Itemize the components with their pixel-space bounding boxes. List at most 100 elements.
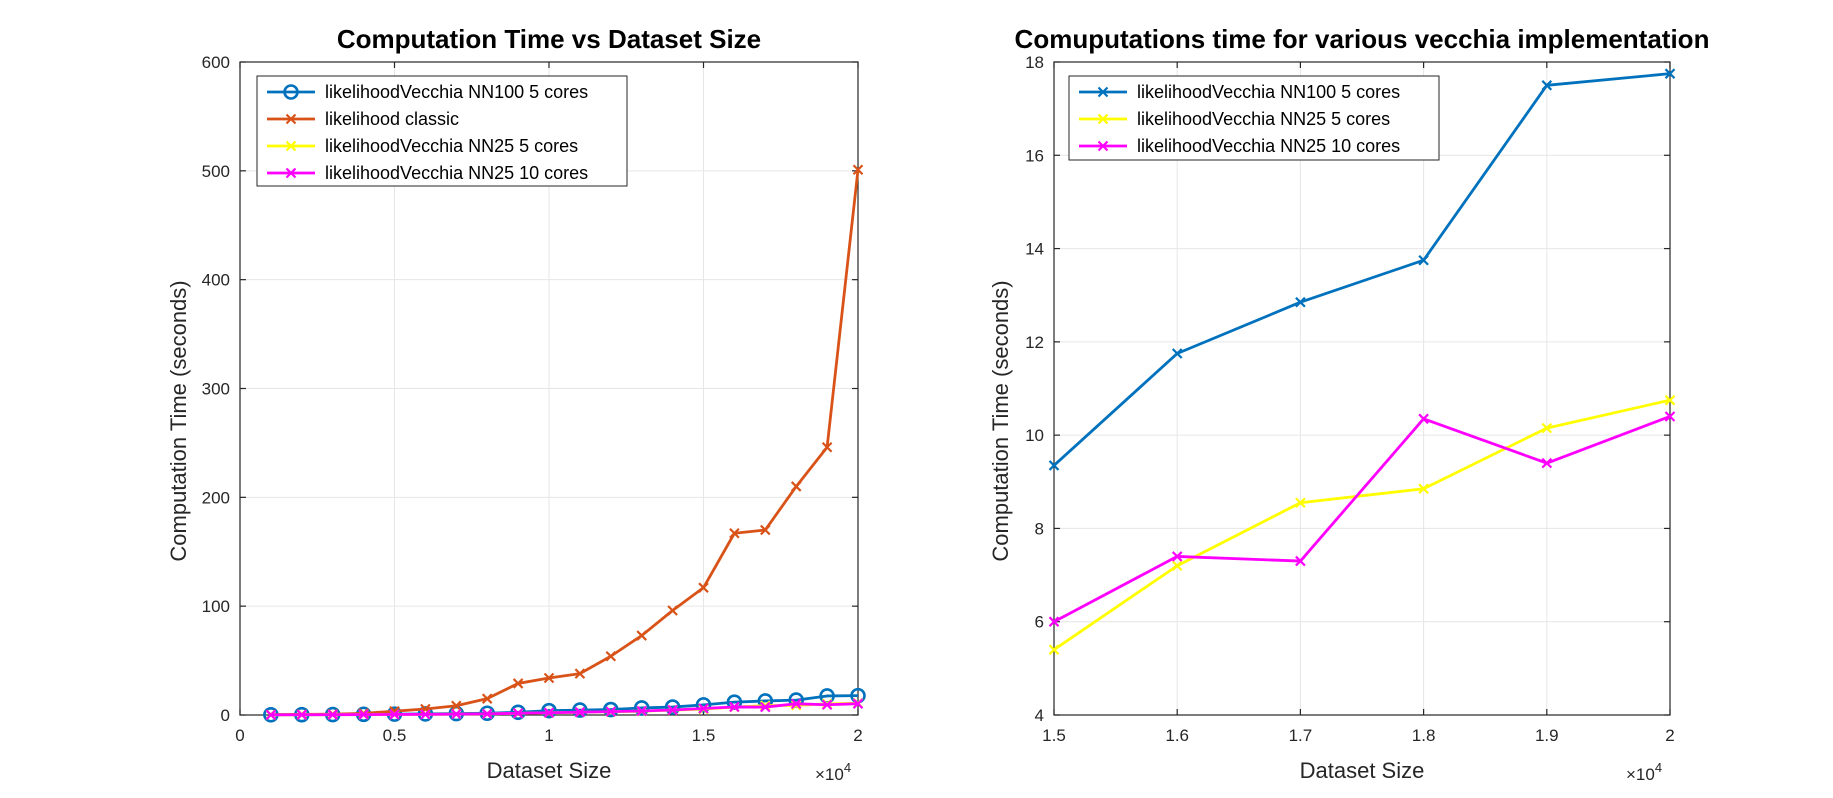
chart-left-data-point <box>451 700 462 712</box>
chart-right-data-point <box>1418 254 1429 266</box>
chart-right-series-line <box>1053 398 1671 651</box>
chart-right-legend-label: likelihoodVecchia NN25 10 cores <box>1137 136 1400 156</box>
chart-right-legend-entry: likelihoodVecchia NN25 5 cores <box>1079 109 1390 129</box>
chart-right-series-line <box>1053 72 1671 467</box>
chart-left-data-point <box>852 698 864 709</box>
chart-left-legend-marker <box>285 167 297 179</box>
chart-right-data-point <box>1418 413 1429 425</box>
chart-left-y-tick-label: 500 <box>202 162 230 181</box>
chart-left-legend-marker <box>283 84 299 100</box>
chart-left-data-point <box>605 650 617 662</box>
chart-left-data-point <box>821 699 833 711</box>
chart-right-series-1 <box>1048 68 1676 471</box>
chart-left-data-point <box>420 709 431 720</box>
chart-left-y-tick-label: 0 <box>221 706 230 725</box>
chart-left-data-point <box>667 605 678 616</box>
chart-left-data-point <box>265 709 277 721</box>
chart-left-data-point <box>572 702 588 718</box>
chart-left-series-2 <box>265 164 864 720</box>
chart-right-x-tick-label: 1.6 <box>1165 726 1189 745</box>
chart-right-legend-marker <box>1097 113 1109 125</box>
chart-right-y-tick-label: 18 <box>1025 53 1044 72</box>
chart-left-data-point <box>636 705 647 717</box>
chart-left-legend-label: likelihoodVecchia NN25 10 cores <box>325 163 588 183</box>
chart-left-data-point <box>790 481 802 492</box>
chart-right-x-axis-label: Dataset Size <box>1300 758 1425 783</box>
chart-left-y-tick-label: 300 <box>202 380 230 399</box>
chart-left-y-axis-label: Computation Time (seconds) <box>166 280 191 561</box>
chart-right-x-exponent-power: 4 <box>1655 760 1662 775</box>
chart-left-x-tick-label: 0 <box>235 726 244 745</box>
chart-left-y-tick-label: 400 <box>202 271 230 290</box>
chart-left-data-point <box>541 702 557 719</box>
chart-right-y-tick-label: 8 <box>1035 519 1044 538</box>
chart-left-x-tick-label: 0.5 <box>383 726 407 745</box>
chart-left-data-point <box>695 697 712 713</box>
chart-left-y-tick-label: 100 <box>202 597 230 616</box>
chart-left-data-point <box>451 708 462 720</box>
chart-left-data-point <box>543 707 555 718</box>
chart-right-series-2 <box>1048 394 1676 655</box>
chart-right-data-point <box>1171 551 1183 562</box>
chart-left-data-point <box>481 693 493 704</box>
chart-left-data-point <box>296 709 308 721</box>
chart-left-data-point <box>664 699 681 715</box>
chart-right-data-point <box>1541 80 1553 91</box>
chart-left-legend-label: likelihood classic <box>325 109 459 129</box>
chart-left-data-point <box>698 703 709 714</box>
chart-left-x-tick-label: 1.5 <box>692 726 716 745</box>
chart-right-y-axis-label: Computation Time (seconds) <box>988 280 1013 561</box>
chart-right-y-tick-label: 6 <box>1035 613 1044 632</box>
chart-left-legend-marker <box>285 140 297 152</box>
chart-left-x-tick-label: 2 <box>853 726 862 745</box>
chart-right-legend-box <box>1068 75 1440 161</box>
chart-left-data-point <box>760 701 771 713</box>
chart-right-x-tick-label: 1.9 <box>1535 726 1559 745</box>
chart-left-legend-label: likelihoodVecchia NN25 5 cores <box>325 136 578 156</box>
chart-right-legend: likelihoodVecchia NN100 5 cores likelihoo… <box>1068 75 1440 161</box>
chart-left-data-point <box>729 527 740 539</box>
chart-right-legend-label: likelihoodVecchia NN100 5 cores <box>1137 82 1400 102</box>
chart-left-data-point <box>605 706 617 717</box>
chart-right-legend-entry: likelihoodVecchia NN100 5 cores <box>1079 82 1400 102</box>
chart-left-legend: likelihoodVecchia NN100 5 cores likelihoo… <box>256 75 628 187</box>
chart-right: Comuputations time for various vecchia i… <box>988 24 1709 784</box>
chart-left-x-tick-label: 1 <box>544 726 553 745</box>
chart-left-legend-marker <box>285 113 297 125</box>
chart-right-data-point <box>1295 555 1306 567</box>
chart-left-x-exponent-base: ×10 <box>815 765 844 784</box>
chart-right-series-3 <box>1048 411 1676 627</box>
chart-right-data-point <box>1171 560 1183 572</box>
chart-left-legend-box <box>256 75 628 187</box>
chart-left-data-point <box>481 708 493 720</box>
chart-left-data-point <box>389 709 400 720</box>
chart-left-data-point <box>852 164 864 176</box>
chart-left-title: Computation Time vs Dataset Size <box>337 24 761 54</box>
chart-right-title: Comuputations time for various vecchia i… <box>1015 24 1710 54</box>
chart-left-y-tick-label: 200 <box>202 488 230 507</box>
chart-left-data-point <box>636 630 647 641</box>
chart-right-data-point <box>1664 68 1676 79</box>
chart-left-legend-entry: likelihood classic <box>267 109 459 129</box>
chart-left-series-4 <box>265 698 864 721</box>
chart-right-data-point <box>1541 422 1553 434</box>
chart-left-legend-entry: likelihoodVecchia NN25 5 cores <box>267 136 578 156</box>
chart-left-data-point <box>790 698 802 710</box>
chart-left-y-tick-label: 600 <box>202 53 230 72</box>
chart-right-data-point <box>1048 616 1060 627</box>
chart-right-data-point <box>1418 483 1429 495</box>
chart-right-x-tick-label: 1.8 <box>1412 726 1436 745</box>
chart-right-y-tick-label: 14 <box>1025 240 1044 259</box>
chart-right-x-tick-label: 1.5 <box>1042 726 1066 745</box>
chart-right-axes-frame <box>1053 61 1671 716</box>
chart-left-x-axis-label: Dataset Size <box>487 758 612 783</box>
chart-right-data-point <box>1171 348 1183 359</box>
chart-right-data-point <box>1295 497 1306 509</box>
chart-left-plot-area: 0 0.5 1 1.5 2 0 100 200 300 400 500 600 likelihoodVe… <box>202 53 866 745</box>
chart-right-data-point <box>1664 394 1676 406</box>
chart-left-data-point <box>358 709 369 720</box>
chart-left-data-point <box>512 707 524 719</box>
chart-left: Computation Time vs Dataset Size 0 0.5 1 1.… <box>166 24 866 784</box>
chart-left-data-point <box>327 709 338 720</box>
chart-right-legend-entry: likelihoodVecchia NN25 10 cores <box>1079 136 1400 156</box>
